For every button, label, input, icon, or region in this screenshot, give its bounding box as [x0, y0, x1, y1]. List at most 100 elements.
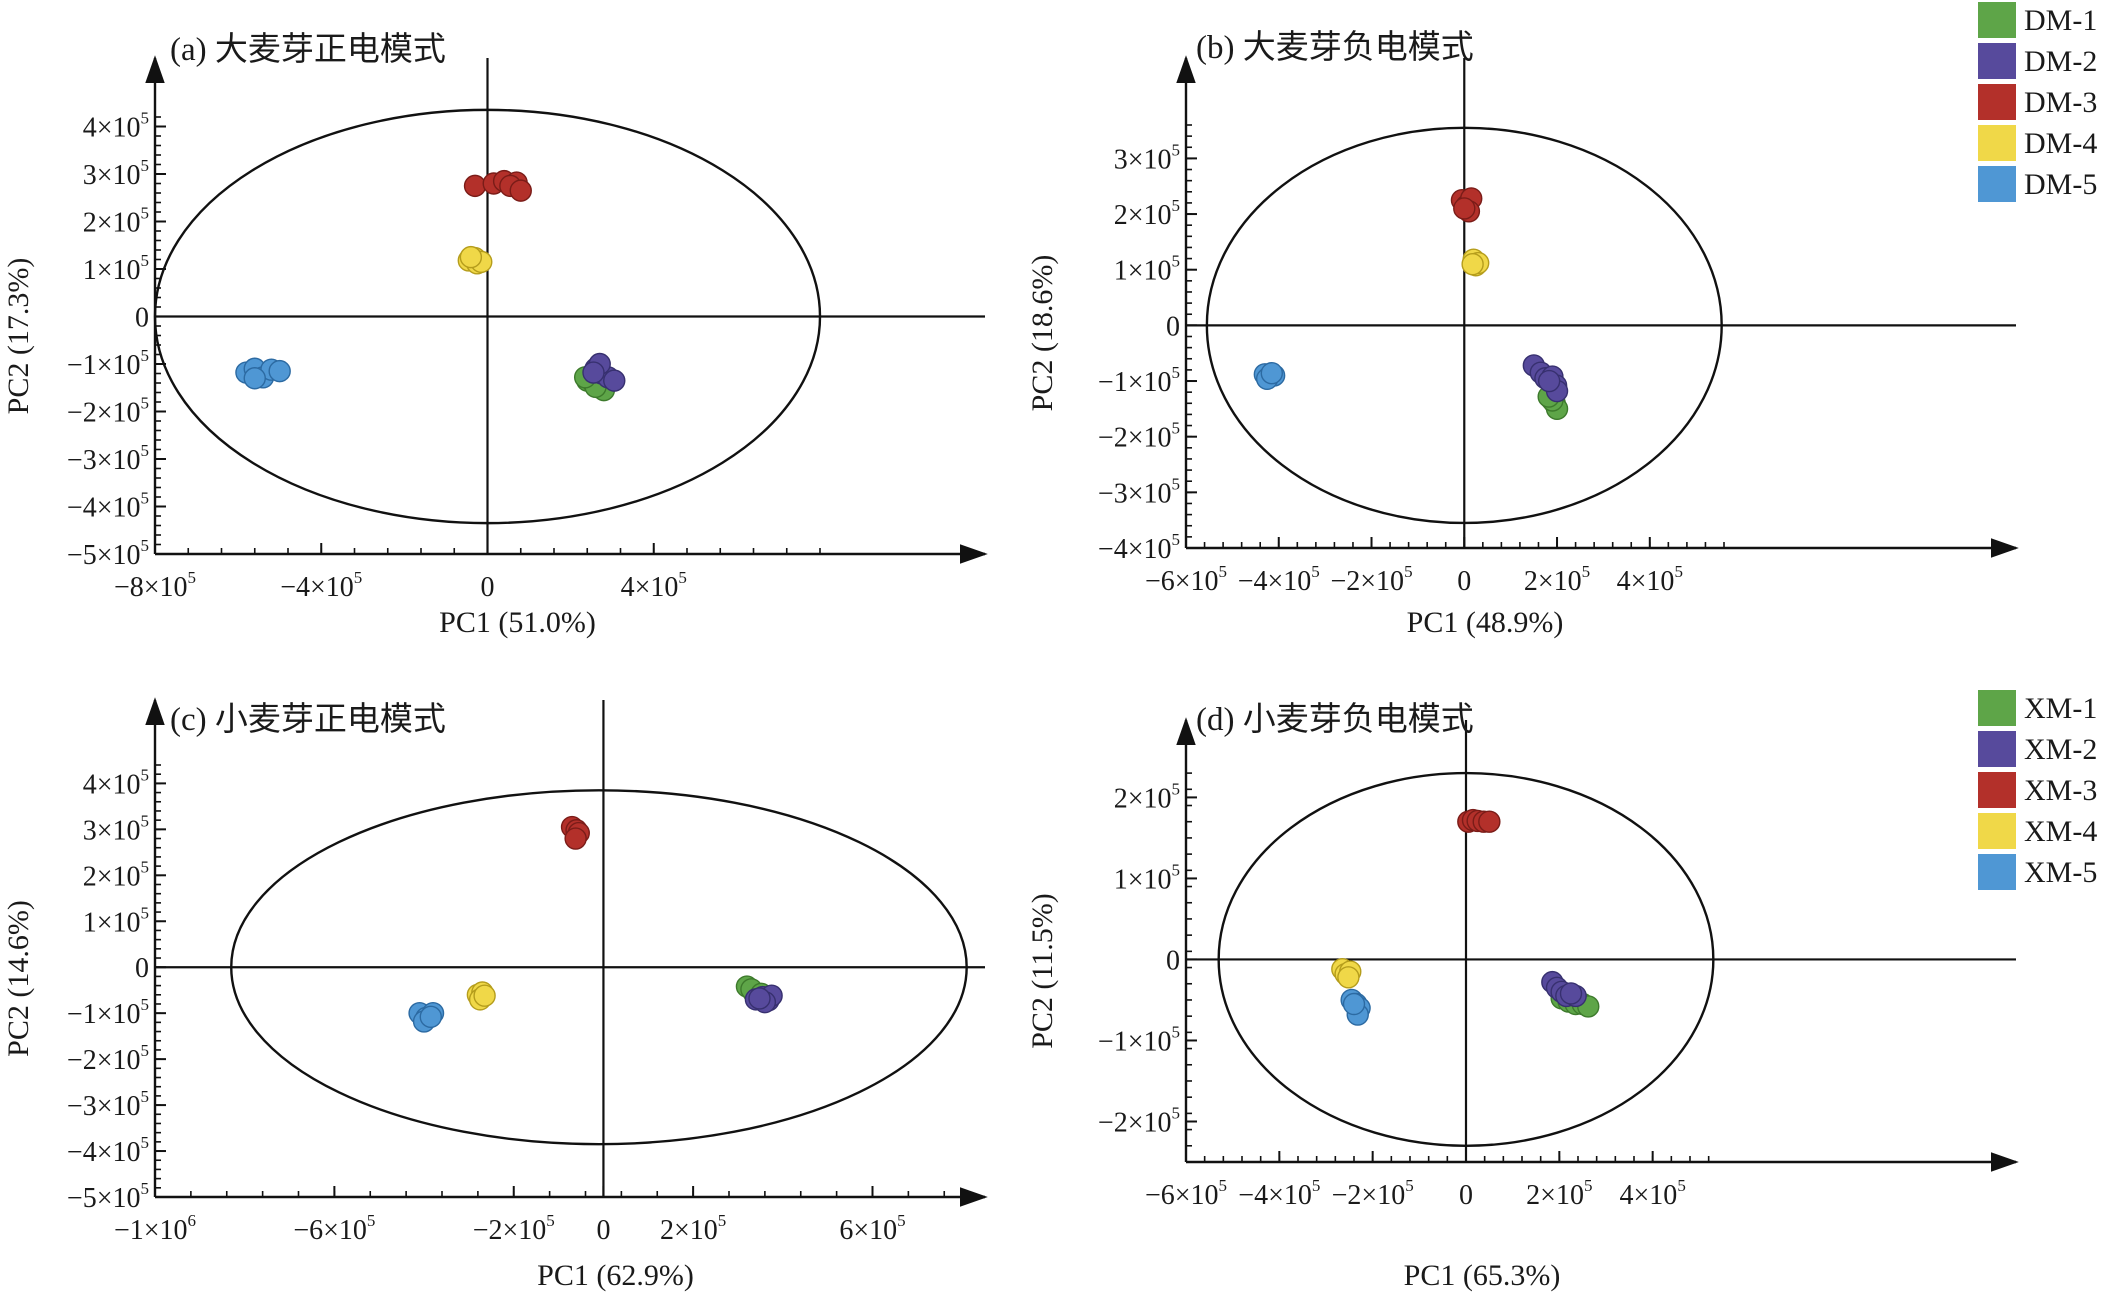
- series-dm-5: [1253, 362, 1286, 390]
- x-tick-label: 2×105: [1526, 1176, 1592, 1211]
- tick-exponent: 6: [188, 1211, 197, 1230]
- x-tick-label: 4×105: [621, 568, 687, 603]
- series-xm-5: [408, 1001, 445, 1033]
- series-dm-3: [1450, 187, 1483, 223]
- tick-exponent: 5: [141, 441, 150, 460]
- x-tick-label: 2×105: [1524, 562, 1590, 597]
- tick-exponent: 5: [1311, 562, 1320, 581]
- chart-panel-a: 4×105 3×105 2×105 1×105 0 −1×105 −2×105 −3×105 −…: [2, 31, 988, 639]
- series-xm-4: [466, 981, 496, 1011]
- y-tick-label: −3×105: [67, 1087, 149, 1122]
- tick-exponent: 5: [1172, 779, 1181, 798]
- tick-exponent: 5: [1172, 860, 1181, 879]
- series-xm-2: [1541, 970, 1587, 1008]
- tick-exponent: 5: [141, 1179, 150, 1198]
- data-point-dm-5: [268, 359, 291, 383]
- y-tick-label: 0: [135, 303, 149, 334]
- x-tick-label: 0: [481, 572, 495, 603]
- tick-exponent: 5: [1172, 140, 1181, 159]
- y-tick-label: −2×105: [67, 394, 149, 429]
- data-point-xm-3: [1478, 810, 1501, 833]
- legend-swatch: [1978, 690, 2016, 726]
- series-dm-3: [463, 169, 532, 202]
- tick-exponent: 5: [1172, 474, 1181, 493]
- tick-exponent: 5: [141, 1041, 150, 1060]
- y-tick-label: −5×105: [67, 536, 149, 571]
- y-tick-label: 0: [135, 953, 149, 984]
- legend-swatch: [1978, 166, 2016, 202]
- tick-exponent: 5: [367, 1211, 376, 1230]
- data-point-dm-2: [582, 361, 605, 384]
- tick-exponent: 5: [1405, 1176, 1414, 1195]
- x-tick-label: −2×105: [473, 1211, 555, 1246]
- y-tick-label: 2×105: [1114, 196, 1180, 231]
- tick-exponent: 5: [1219, 1176, 1228, 1195]
- y-tick-label: −1×105: [1098, 1022, 1180, 1057]
- legend-swatch: [1978, 84, 2016, 120]
- x-tick-label: 6×105: [839, 1211, 905, 1246]
- tick-exponent: 5: [141, 811, 150, 830]
- x-tick-label: −2×105: [1330, 562, 1412, 597]
- x-axis-title: PC1 (65.3%): [1404, 1259, 1561, 1292]
- tick-exponent: 5: [141, 346, 150, 365]
- data-point-xm-5: [419, 1005, 442, 1029]
- y-tick-label: −4×105: [1098, 530, 1180, 565]
- chart-panel-d: 2×105 1×105 0 −1×105 −2×105 −6×105 −4×105 −2×10…: [1026, 701, 2019, 1292]
- legend-label: DM-5: [2024, 168, 2097, 201]
- series-xm-4: [1331, 957, 1362, 989]
- y-tick-label: −1×105: [1098, 363, 1180, 398]
- series-xm-3: [1457, 808, 1501, 833]
- x-tick-label: −4×105: [1238, 1176, 1320, 1211]
- tick-exponent: 5: [1172, 196, 1181, 215]
- x-tick-label: −2×105: [1332, 1176, 1414, 1211]
- series-xm-5: [1340, 988, 1371, 1026]
- chart-panel-b: 3×105 2×105 1×105 0 −1×105 −2×105 −3×105 −4×105…: [1026, 29, 2019, 639]
- data-point-xm-5: [1342, 992, 1366, 1016]
- legend-swatch: [1978, 772, 2016, 808]
- legend-label: XM-4: [2024, 815, 2097, 848]
- x-axis-title: PC1 (51.0%): [439, 606, 596, 639]
- y-tick-label: 3×105: [83, 156, 149, 191]
- tick-exponent: 5: [1404, 562, 1413, 581]
- y-tick-label: 1×105: [1114, 252, 1180, 287]
- y-tick-label: 2×105: [83, 857, 149, 892]
- y-tick-label: −2×105: [67, 1041, 149, 1076]
- legend-swatch: [1978, 125, 2016, 161]
- y-tick-label: 0: [1166, 311, 1180, 342]
- tick-exponent: 5: [1219, 562, 1228, 581]
- tick-exponent: 5: [718, 1211, 727, 1230]
- x-tick-label: −1×106: [114, 1211, 196, 1246]
- x-tick-label: −6×105: [1145, 562, 1227, 597]
- tick-exponent: 5: [1172, 363, 1181, 382]
- y-axis-title: PC2 (11.5%): [1026, 893, 1059, 1049]
- data-point-dm-5: [1260, 362, 1284, 385]
- panel-title: (c) 小麦芽正电模式: [170, 701, 446, 738]
- data-point-dm-2: [1537, 369, 1561, 393]
- tick-exponent: 5: [1172, 252, 1181, 271]
- tick-exponent: 5: [141, 251, 150, 270]
- tick-exponent: 5: [1677, 1176, 1686, 1195]
- x-tick-label: 2×105: [660, 1211, 726, 1246]
- y-tick-label: 3×105: [83, 811, 149, 846]
- tick-exponent: 5: [141, 536, 150, 555]
- y-tick-label: −1×105: [67, 346, 149, 381]
- y-tick-label: −5×105: [67, 1179, 149, 1214]
- y-tick-label: 0: [1166, 945, 1180, 976]
- legend-swatch: [1978, 813, 2016, 849]
- legend-swatch: [1978, 2, 2016, 38]
- tick-exponent: 5: [546, 1211, 555, 1230]
- data-point-dm-3: [1453, 197, 1476, 220]
- y-tick-label: 2×105: [83, 204, 149, 239]
- x-tick-label: −8×105: [114, 568, 196, 603]
- y-tick-label: −2×105: [1098, 1103, 1180, 1138]
- y-tick-label: 1×105: [83, 251, 149, 286]
- data-point-dm-4: [1461, 252, 1484, 276]
- x-tick-label: 0: [1457, 566, 1471, 597]
- legend-label: DM-4: [2024, 127, 2097, 160]
- legend-label: XM-2: [2024, 733, 2097, 766]
- legend-swatch: [1978, 43, 2016, 79]
- tick-exponent: 5: [141, 765, 150, 784]
- legend-swatch: [1978, 854, 2016, 890]
- legend-dm: DM-1 DM-2 DM-3 DM-4 DM-5: [1978, 2, 2097, 202]
- tick-exponent: 5: [141, 489, 150, 508]
